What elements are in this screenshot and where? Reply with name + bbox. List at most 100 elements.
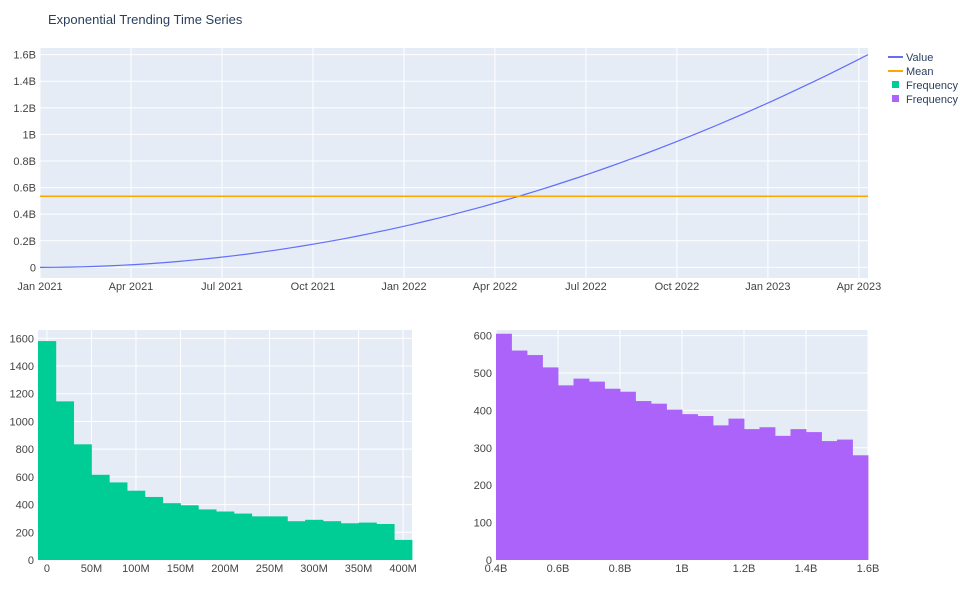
histogram-bar <box>837 439 853 560</box>
histogram-bar <box>635 401 652 560</box>
x-tick-label: 50M <box>81 563 102 575</box>
x-tick-label: Jul 2022 <box>565 281 607 293</box>
histogram-bar <box>620 391 636 560</box>
time-series-plot: Jan 2021 Apr 2021 Jul 2021 Oct 2021 Jan 2022… <box>13 48 881 293</box>
histogram-bar <box>198 509 217 560</box>
histogram-bar <box>589 381 605 560</box>
histogram-bar <box>542 367 559 560</box>
y-tick-label: 0.2B <box>13 236 36 248</box>
x-tick-label: 300M <box>300 563 328 575</box>
legend-item-value[interactable]: Value <box>888 52 933 64</box>
histogram-bar <box>775 435 791 560</box>
histogram-bar <box>713 425 729 560</box>
x-tick-label: 350M <box>345 563 373 575</box>
histogram-bar <box>322 521 342 560</box>
histogram-bar <box>511 350 528 560</box>
legend-item-mean[interactable]: Mean <box>888 66 934 78</box>
x-tick-label: 1.6B <box>857 563 880 575</box>
histogram-bar <box>744 429 760 560</box>
histogram-bar <box>821 441 838 560</box>
histogram-bar <box>251 516 270 560</box>
legend-frequency-green-swatch <box>892 81 899 88</box>
histogram-bar <box>180 505 199 560</box>
histogram-bar <box>651 403 667 560</box>
histogram-bar <box>269 516 288 560</box>
histogram-bar <box>852 455 869 560</box>
legend[interactable]: Value Mean Frequency Frequency <box>888 52 958 106</box>
histogram-bar <box>682 414 698 560</box>
x-tick-label: 0.6B <box>547 563 570 575</box>
y-tick-label: 300 <box>474 443 492 455</box>
histogram-bar <box>573 378 590 560</box>
histogram-bar <box>305 519 324 560</box>
histogram-bar <box>38 341 57 560</box>
y-tick-label: 400 <box>474 405 492 417</box>
chart-title: Exponential Trending Time Series <box>48 12 243 27</box>
y-tick-label: 0.6B <box>13 183 36 195</box>
legend-item-frequency-purple[interactable]: Frequency <box>892 94 958 106</box>
y-tick-label: 500 <box>474 368 492 380</box>
histogram-bar <box>806 432 822 560</box>
x-tick-label: Jan 2023 <box>745 281 790 293</box>
y-tick-label: 0 <box>486 555 492 567</box>
histogram-bar <box>233 513 253 560</box>
histogram-bar <box>73 444 92 560</box>
y-tick-label: 1600 <box>10 333 34 345</box>
y-tick-label: 1B <box>23 129 36 141</box>
x-tick-label: Jan 2022 <box>381 281 426 293</box>
histogram-bar <box>728 418 745 560</box>
histogram-bar <box>127 490 146 560</box>
y-tick-label: 1.4B <box>13 76 36 88</box>
histogram-bar <box>216 511 235 560</box>
y-tick-label: 1.6B <box>13 50 36 62</box>
histogram-bar <box>162 503 181 560</box>
histogram-bar <box>358 522 377 560</box>
histogram-bar <box>666 409 683 560</box>
legend-frequency-purple-label: Frequency <box>906 94 958 106</box>
legend-item-frequency-green[interactable]: Frequency <box>892 80 958 92</box>
y-tick-label: 400 <box>16 500 34 512</box>
histogram-bar <box>759 427 776 560</box>
y-tick-label: 1400 <box>10 361 34 373</box>
histogram-bar <box>604 388 621 560</box>
y-tick-label: 0.4B <box>13 209 36 221</box>
x-tick-label: 1B <box>675 563 688 575</box>
histogram-bar <box>144 496 164 560</box>
x-tick-label: 400M <box>389 563 417 575</box>
x-tick-label: Apr 2023 <box>837 281 882 293</box>
y-tick-label: 100 <box>474 518 492 530</box>
legend-value-label: Value <box>906 52 933 64</box>
y-tick-label: 600 <box>474 331 492 343</box>
x-tick-label: Oct 2021 <box>291 281 336 293</box>
histogram-bar <box>496 333 512 560</box>
histogram-bar <box>558 385 574 560</box>
x-tick-label: Jul 2021 <box>201 281 243 293</box>
x-tick-label: 1.4B <box>795 563 818 575</box>
y-tick-label: 0.8B <box>13 156 36 168</box>
x-tick-label: Jan 2021 <box>17 281 62 293</box>
y-tick-label: 1000 <box>10 416 34 428</box>
y-tick-label: 200 <box>16 527 34 539</box>
histogram-purple-plot: 0.4B 0.6B 0.8B 1B 1.2B 1.4B 1.6B 0 100 200 300 400 5… <box>474 330 880 575</box>
x-tick-label: Apr 2022 <box>473 281 518 293</box>
y-tick-label: 0 <box>30 262 36 274</box>
histogram-bar <box>394 539 413 560</box>
histogram-green-plot: 0 50M 100M 150M 200M 250M 300M 350M 400M 0 200 400 6… <box>10 330 417 575</box>
y-tick-label: 1.2B <box>13 103 36 115</box>
y-tick-label: 200 <box>474 480 492 492</box>
legend-frequency-green-label: Frequency <box>906 80 958 92</box>
histogram-bar <box>340 523 359 560</box>
plot-background <box>40 48 868 278</box>
legend-mean-label: Mean <box>906 66 934 78</box>
histogram-bar <box>55 401 75 560</box>
histogram-bar <box>287 521 306 560</box>
x-tick-label: 200M <box>211 563 239 575</box>
histogram-bar <box>91 474 110 560</box>
x-tick-label: 150M <box>167 563 195 575</box>
x-tick-label: 100M <box>122 563 150 575</box>
x-tick-label: 0.8B <box>609 563 632 575</box>
x-tick-label: 0.4B <box>485 563 508 575</box>
y-tick-label: 600 <box>16 472 34 484</box>
histogram-bar <box>790 429 807 560</box>
